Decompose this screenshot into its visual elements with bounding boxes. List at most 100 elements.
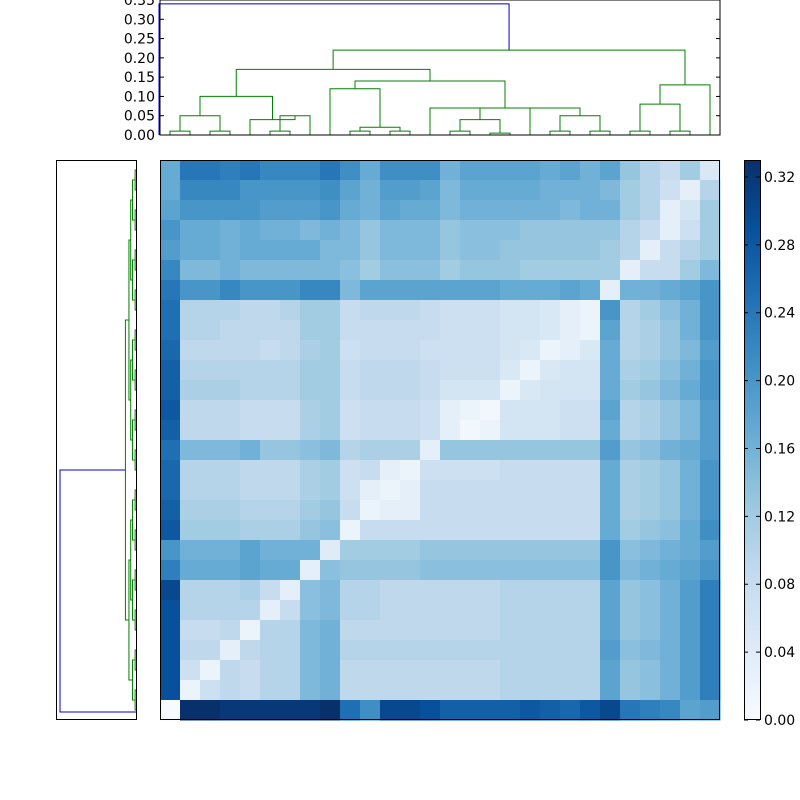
heatmap-cell [520, 160, 541, 181]
heatmap-cell [360, 680, 381, 701]
heatmap-cell [280, 640, 301, 661]
top-dendrogram-tick-label: 0.00 [124, 128, 155, 144]
heatmap-cell [440, 340, 461, 361]
heatmap-cell [440, 360, 461, 381]
heatmap-cell [400, 500, 421, 521]
heatmap-cell [320, 560, 341, 581]
left-dendrogram [56, 160, 137, 720]
left-dendrogram-link [134, 249, 136, 271]
heatmap-cell [400, 660, 421, 681]
heatmap-cell [180, 220, 201, 241]
heatmap-cell [400, 360, 421, 381]
heatmap-cell [520, 660, 541, 681]
heatmap-cell [500, 660, 521, 681]
heatmap-cell [280, 320, 301, 341]
heatmap-cell [660, 700, 681, 721]
heatmap-cell [220, 480, 241, 501]
heatmap-cell [620, 500, 641, 521]
heatmap-cell [520, 240, 541, 261]
heatmap-cell [180, 600, 201, 621]
heatmap-cell [180, 620, 201, 641]
heatmap-cell [600, 700, 621, 721]
heatmap-cell [680, 220, 701, 241]
heatmap-cell [240, 160, 261, 181]
heatmap-cell [440, 260, 461, 281]
heatmap-cell [640, 400, 661, 421]
heatmap-cell [240, 460, 261, 481]
heatmap-cell [320, 160, 341, 181]
heatmap-cell [700, 560, 721, 581]
heatmap-cell [500, 560, 521, 581]
heatmap-cell [380, 440, 401, 461]
heatmap-cell [360, 480, 381, 501]
colorbar-tick-label: 0.20 [764, 374, 795, 390]
heatmap-cell [580, 440, 601, 461]
heatmap-cell [700, 200, 721, 221]
heatmap-cell [580, 640, 601, 661]
top-dendrogram-tick-label: 0.15 [124, 70, 155, 86]
heatmap-cell [700, 260, 721, 281]
heatmap-cell [180, 700, 201, 721]
heatmap-cell [660, 340, 681, 361]
top-dendrogram-tick-label: 0.25 [124, 32, 155, 48]
heatmap-cell [600, 620, 621, 641]
heatmap-cell [300, 400, 321, 421]
heatmap-cell [660, 560, 681, 581]
heatmap-cell [500, 420, 521, 441]
heatmap-cell [380, 360, 401, 381]
heatmap-cell [560, 440, 581, 461]
heatmap-cell [260, 280, 281, 301]
heatmap-cell [460, 200, 481, 221]
heatmap-cell [200, 300, 221, 321]
heatmap-cell [480, 660, 501, 681]
left-dendrogram-link [124, 319, 129, 621]
heatmap-cell [540, 440, 561, 461]
heatmap-cell [680, 340, 701, 361]
heatmap-cell [660, 600, 681, 621]
heatmap-cell [520, 180, 541, 201]
heatmap-cell [660, 440, 681, 461]
heatmap-cell [660, 640, 681, 661]
heatmap-cell [340, 160, 361, 181]
heatmap-cell [300, 520, 321, 541]
heatmap-cell [220, 660, 241, 681]
heatmap-cell [680, 460, 701, 481]
top-dendrogram-link [169, 130, 191, 135]
heatmap-cell [580, 700, 601, 721]
heatmap-cell [400, 560, 421, 581]
heatmap-cell [660, 240, 681, 261]
heatmap-cell [380, 520, 401, 541]
heatmap-cell [300, 420, 321, 441]
top-dendrogram-link [209, 130, 231, 135]
heatmap-cell [280, 260, 301, 281]
heatmap-cell [280, 500, 301, 521]
heatmap-cell [400, 680, 421, 701]
heatmap-cell [420, 640, 441, 661]
heatmap-cell [640, 280, 661, 301]
heatmap-cell [220, 700, 241, 721]
heatmap-cell [680, 300, 701, 321]
heatmap-cell [600, 460, 621, 481]
heatmap-cell [220, 220, 241, 241]
heatmap-cell [580, 280, 601, 301]
heatmap-cell [680, 700, 701, 721]
heatmap-cell [320, 480, 341, 501]
heatmap-cell [240, 580, 261, 601]
heatmap-cell [620, 360, 641, 381]
heatmap-cell [520, 500, 541, 521]
heatmap-cell [620, 300, 641, 321]
heatmap-cell [540, 400, 561, 421]
heatmap-cell [600, 320, 621, 341]
top-dendrogram-link [359, 126, 401, 132]
heatmap-cell [180, 200, 201, 221]
heatmap-cell [540, 340, 561, 361]
heatmap-cell [540, 640, 561, 661]
heatmap-cell [440, 400, 461, 421]
heatmap-cell [400, 440, 421, 461]
heatmap-cell [620, 540, 641, 561]
heatmap-cell [400, 260, 421, 281]
heatmap-cell [220, 400, 241, 421]
heatmap-cell [560, 560, 581, 581]
heatmap-cell [540, 480, 561, 501]
heatmap-cell [500, 260, 521, 281]
